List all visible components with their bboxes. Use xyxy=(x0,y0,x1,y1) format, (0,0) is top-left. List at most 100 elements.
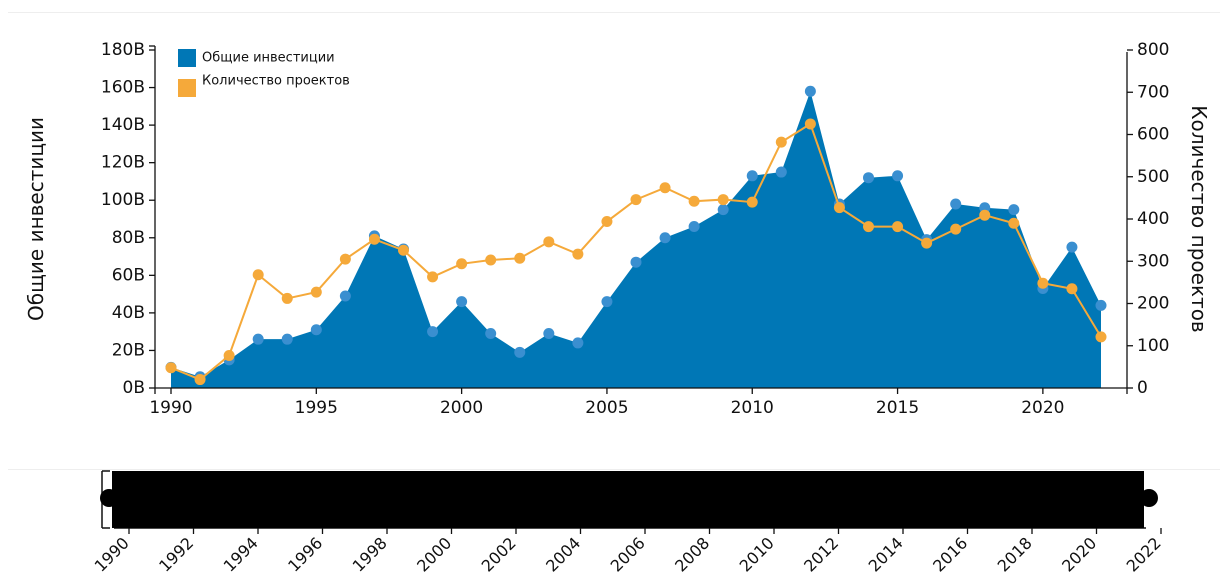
projects-point[interactable] xyxy=(921,237,933,249)
investment-point[interactable] xyxy=(892,170,904,182)
projects-point[interactable] xyxy=(543,236,555,248)
projects-point[interactable] xyxy=(1037,277,1049,289)
investment-point[interactable] xyxy=(281,333,293,345)
projects-point[interactable] xyxy=(688,195,700,207)
investment-point[interactable] xyxy=(804,85,816,97)
brush-tick-label: 2012 xyxy=(800,533,842,575)
projects-point[interactable] xyxy=(514,252,526,264)
brush-tick-label: 2004 xyxy=(542,533,584,575)
projects-point[interactable] xyxy=(950,223,962,235)
projects-point[interactable] xyxy=(456,258,468,270)
projects-point[interactable] xyxy=(572,248,584,260)
projects-point[interactable] xyxy=(833,202,845,214)
projects-point[interactable] xyxy=(398,244,409,256)
investment-point[interactable] xyxy=(746,170,758,182)
brush-tick-label: 1996 xyxy=(284,533,326,575)
y-right-tick-label: 200 xyxy=(1137,294,1169,314)
x-tick-label: 2010 xyxy=(731,398,774,418)
projects-point[interactable] xyxy=(601,216,613,228)
y-left-tick-label: 40B xyxy=(112,303,145,323)
legend: Общие инвестиции Количество проектов xyxy=(178,49,350,97)
projects-point[interactable] xyxy=(979,209,991,221)
investment-point[interactable] xyxy=(863,172,874,184)
investment-point[interactable] xyxy=(1008,204,1020,216)
projects-point[interactable] xyxy=(310,286,322,298)
projects-point[interactable] xyxy=(746,196,758,208)
y-left-tick-label: 160B xyxy=(101,78,145,98)
projects-point[interactable] xyxy=(368,233,380,245)
projects-point[interactable] xyxy=(223,349,235,361)
projects-point[interactable] xyxy=(804,118,816,130)
investment-point[interactable] xyxy=(485,328,497,340)
projects-point[interactable] xyxy=(892,221,904,233)
investment-point[interactable] xyxy=(775,166,787,178)
brush-selection[interactable] xyxy=(112,471,1144,528)
projects-line-layer xyxy=(165,118,1107,386)
time-brush[interactable]: 1990 1992 1994 1996 1998 2000 2002 2004 2006 2008… xyxy=(91,470,1165,576)
brush-tick-label: 2008 xyxy=(671,533,713,575)
projects-point[interactable] xyxy=(1095,331,1107,343)
brush-tick-label: 2000 xyxy=(413,533,455,575)
projects-point[interactable] xyxy=(339,253,351,265)
investment-point[interactable] xyxy=(1095,299,1107,311)
projects-point[interactable] xyxy=(630,194,642,206)
brush-tick-label: 2010 xyxy=(736,533,778,575)
x-tick-label: 2015 xyxy=(876,398,919,418)
legend-swatch-investment xyxy=(178,49,196,67)
projects-point[interactable] xyxy=(194,374,206,386)
investment-point[interactable] xyxy=(456,296,468,308)
legend-swatch-projects xyxy=(178,79,196,97)
investment-area-layer xyxy=(165,85,1107,389)
investment-point[interactable] xyxy=(310,324,322,336)
brush-tick-label: 1990 xyxy=(91,533,133,575)
projects-point[interactable] xyxy=(775,136,787,148)
y-right-tick-label: 800 xyxy=(1137,40,1169,60)
investment-point[interactable] xyxy=(1066,241,1078,253)
y-left-tick-label: 20B xyxy=(112,340,145,360)
brush-handle-right[interactable] xyxy=(1140,489,1158,507)
x-tick-label: 2020 xyxy=(1021,398,1064,418)
investment-point[interactable] xyxy=(601,296,613,308)
investment-point[interactable] xyxy=(252,333,264,345)
y-left-tick-label: 180B xyxy=(101,40,145,60)
investment-point[interactable] xyxy=(659,232,671,244)
y-left-tick-label: 120B xyxy=(101,153,145,173)
projects-point[interactable] xyxy=(165,362,177,374)
investment-point[interactable] xyxy=(688,221,700,233)
y-axis-left-label: Общие инвестиции xyxy=(24,117,48,321)
x-tick-label: 1995 xyxy=(295,398,338,418)
investment-point[interactable] xyxy=(543,328,555,340)
investment-point[interactable] xyxy=(572,337,584,349)
legend-label-projects: Количество проектов xyxy=(202,74,350,89)
investment-point[interactable] xyxy=(514,346,526,358)
investment-point[interactable] xyxy=(427,326,439,338)
projects-point[interactable] xyxy=(659,182,671,194)
investment-point[interactable] xyxy=(339,290,351,302)
chart-panel xyxy=(8,12,1220,470)
brush-tick-label: 1992 xyxy=(155,533,197,575)
y-right-tick-label: 700 xyxy=(1137,82,1169,102)
projects-point[interactable] xyxy=(281,292,293,304)
brush-tick-label: 2002 xyxy=(478,533,520,575)
projects-point[interactable] xyxy=(1066,283,1078,295)
projects-point[interactable] xyxy=(717,194,729,206)
x-tick-label: 2005 xyxy=(585,398,628,418)
brush-tick-label: 1994 xyxy=(220,533,262,575)
projects-point[interactable] xyxy=(485,254,497,266)
y-right-tick-label: 500 xyxy=(1137,167,1169,187)
y-left-tick-label: 100B xyxy=(101,190,145,210)
projects-point[interactable] xyxy=(427,271,439,283)
projects-point[interactable] xyxy=(252,269,264,281)
projects-point[interactable] xyxy=(863,221,874,233)
y-left-tick-label: 0B xyxy=(123,378,145,398)
brush-handle-left[interactable] xyxy=(100,489,118,507)
investment-point[interactable] xyxy=(950,198,962,210)
projects-point[interactable] xyxy=(1008,217,1020,229)
y-right-tick-label: 300 xyxy=(1137,251,1169,271)
y-left-tick-label: 60B xyxy=(112,265,145,285)
investment-point[interactable] xyxy=(717,204,729,216)
investment-point[interactable] xyxy=(630,256,642,268)
axes-layer: 0B 20B 40B 60B 80B 100B 120B 140B 160B 180B 0 100 20… xyxy=(101,40,1170,418)
brush-tick-label: 1998 xyxy=(349,533,391,575)
